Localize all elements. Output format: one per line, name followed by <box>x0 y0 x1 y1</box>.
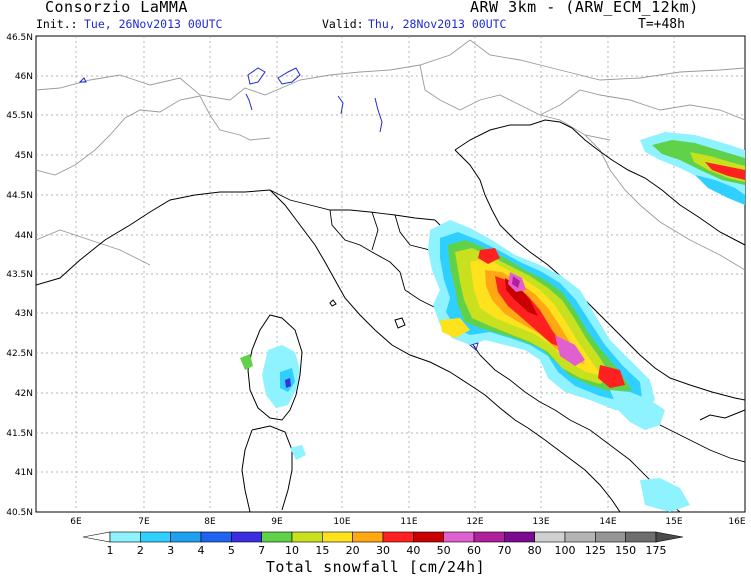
lat-label: 46.5N <box>6 33 33 43</box>
colorbar-level-label: 15 <box>315 544 329 557</box>
latitude-labels: 46.5N 46N 45.5N 45N 44.5N 44N 43.5N 43N … <box>6 33 33 518</box>
coastlines <box>36 119 745 512</box>
snowfall-field-central-italy <box>428 220 655 412</box>
lon-label: 13E <box>532 517 549 527</box>
org-title: Consorzio LaMMA <box>45 0 188 16</box>
colorbar-level-label: 30 <box>376 544 390 557</box>
valid-value: Thu, 28Nov2013 00UTC <box>368 17 507 31</box>
country-borders <box>36 39 745 271</box>
colorbar-level-label: 4 <box>198 544 205 557</box>
lon-label: 7E <box>138 517 150 527</box>
colorbar: 1 2 3 4 5 7 10 15 20 30 40 50 60 70 80 100 125 150 175 <box>82 531 684 557</box>
colorbar-level-label: 150 <box>615 544 636 557</box>
lat-label: 43.5N <box>6 270 33 280</box>
colorbar-level-label: 7 <box>258 544 265 557</box>
snowfall-field-corsica <box>240 345 306 460</box>
lat-label: 41N <box>15 468 33 478</box>
colorbar-swatch <box>109 531 141 543</box>
lon-label: 10E <box>333 517 350 527</box>
lon-label: 11E <box>400 517 417 527</box>
lon-label: 12E <box>466 517 483 527</box>
lat-label: 44N <box>15 231 33 241</box>
colorbar-level-label: 70 <box>497 544 511 557</box>
colorbar-swatch <box>261 531 293 543</box>
colorbar-swatch <box>595 531 626 543</box>
init-label: Init.: <box>36 17 78 31</box>
colorbar-swatch <box>352 531 384 543</box>
colorbar-level-label: 1 <box>107 544 114 557</box>
colorbar-swatch <box>291 531 323 543</box>
colorbar-level-label: 175 <box>646 544 667 557</box>
lat-label: 42N <box>15 389 33 399</box>
colorbar-swatch <box>140 531 171 543</box>
colorbar-swatch <box>504 531 535 543</box>
lat-label: 43N <box>15 309 33 319</box>
lat-label: 45N <box>15 151 33 161</box>
valid-label: Valid: <box>322 17 364 31</box>
lat-label: 44.5N <box>6 191 33 201</box>
colorbar-level-label: 5 <box>228 544 235 557</box>
lat-label: 45.5N <box>6 111 33 121</box>
colorbar-swatch <box>473 531 505 543</box>
colorbar-swatch <box>170 531 202 543</box>
model-title: ARW 3km - (ARW_ECM_12km) <box>470 0 699 16</box>
lon-label: 9E <box>271 517 283 527</box>
lon-label: 16E <box>728 517 745 527</box>
colorbar-level-label: 100 <box>555 544 576 557</box>
colorbar-title: Total snowfall [cm/24h] <box>265 558 486 576</box>
colorbar-level-label: 20 <box>346 544 360 557</box>
colorbar-swatch <box>413 531 444 543</box>
colorbar-swatch <box>231 531 262 543</box>
colorbar-level-label: 40 <box>406 544 420 557</box>
colorbar-swatch <box>443 531 475 543</box>
colorbar-level-label: 10 <box>285 544 299 557</box>
lead-time: T=+48h <box>638 17 685 32</box>
lat-label: 41.5N <box>6 429 33 439</box>
lon-label: 6E <box>70 517 82 527</box>
snowfall-field-croatia <box>610 132 745 512</box>
colorbar-level-label: 3 <box>167 544 174 557</box>
colorbar-swatch <box>534 531 566 543</box>
colorbar-swatch <box>382 531 414 543</box>
lat-label: 40.5N <box>6 508 33 518</box>
colorbar-level-label: 2 <box>137 544 144 557</box>
colorbar-level-label: 80 <box>528 544 542 557</box>
colorbar-swatch <box>625 531 657 543</box>
lat-label: 42.5N <box>6 349 33 359</box>
lon-label: 8E <box>204 517 216 527</box>
init-value: Tue, 26Nov2013 00UTC <box>84 17 223 31</box>
colorbar-level-label: 125 <box>585 544 606 557</box>
colorbar-level-label: 60 <box>467 544 481 557</box>
map-gridlines <box>36 36 745 512</box>
longitude-labels: 6E 7E 8E 9E 10E 11E 12E 13E 14E 15E 16E <box>70 517 746 527</box>
lon-label: 15E <box>665 517 682 527</box>
colorbar-level-label: 50 <box>437 544 451 557</box>
lat-label: 46N <box>15 72 33 82</box>
lon-label: 14E <box>599 517 616 527</box>
colorbar-swatch <box>564 531 596 543</box>
colorbar-swatch <box>200 531 232 543</box>
colorbar-low-arrow <box>82 531 111 543</box>
colorbar-swatch <box>322 531 353 543</box>
colorbar-high-arrow <box>655 531 684 543</box>
